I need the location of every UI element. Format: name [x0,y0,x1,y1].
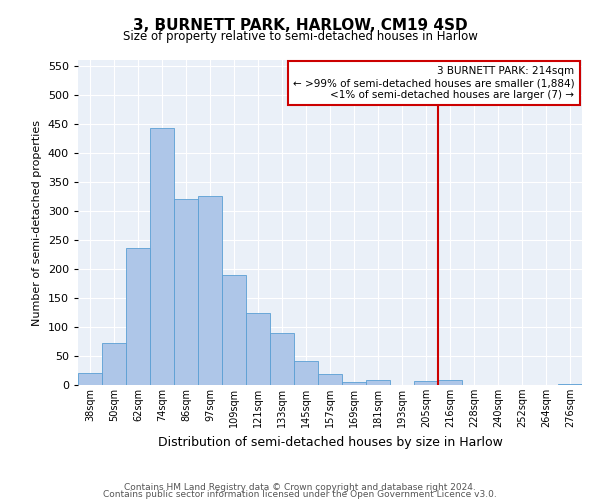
Y-axis label: Number of semi-detached properties: Number of semi-detached properties [32,120,42,326]
Text: Contains public sector information licensed under the Open Government Licence v3: Contains public sector information licen… [103,490,497,499]
Text: 3 BURNETT PARK: 214sqm
← >99% of semi-detached houses are smaller (1,884)
<1% of: 3 BURNETT PARK: 214sqm ← >99% of semi-de… [293,66,574,100]
Bar [198,196,222,385]
Bar [318,374,342,385]
Bar [438,380,462,385]
Bar [246,313,270,385]
Bar [78,374,102,385]
Bar [270,333,294,385]
Bar [414,381,438,385]
Bar [126,248,150,385]
Bar [222,274,246,385]
X-axis label: Distribution of semi-detached houses by size in Harlow: Distribution of semi-detached houses by … [158,436,502,448]
Bar [294,360,318,385]
Bar [150,128,174,385]
Bar [558,384,582,385]
Bar [102,343,126,385]
Text: Contains HM Land Registry data © Crown copyright and database right 2024.: Contains HM Land Registry data © Crown c… [124,484,476,492]
Bar [174,198,198,385]
Text: Size of property relative to semi-detached houses in Harlow: Size of property relative to semi-detach… [122,30,478,43]
Text: 3, BURNETT PARK, HARLOW, CM19 4SD: 3, BURNETT PARK, HARLOW, CM19 4SD [133,18,467,32]
Bar [366,380,390,385]
Bar [342,382,366,385]
